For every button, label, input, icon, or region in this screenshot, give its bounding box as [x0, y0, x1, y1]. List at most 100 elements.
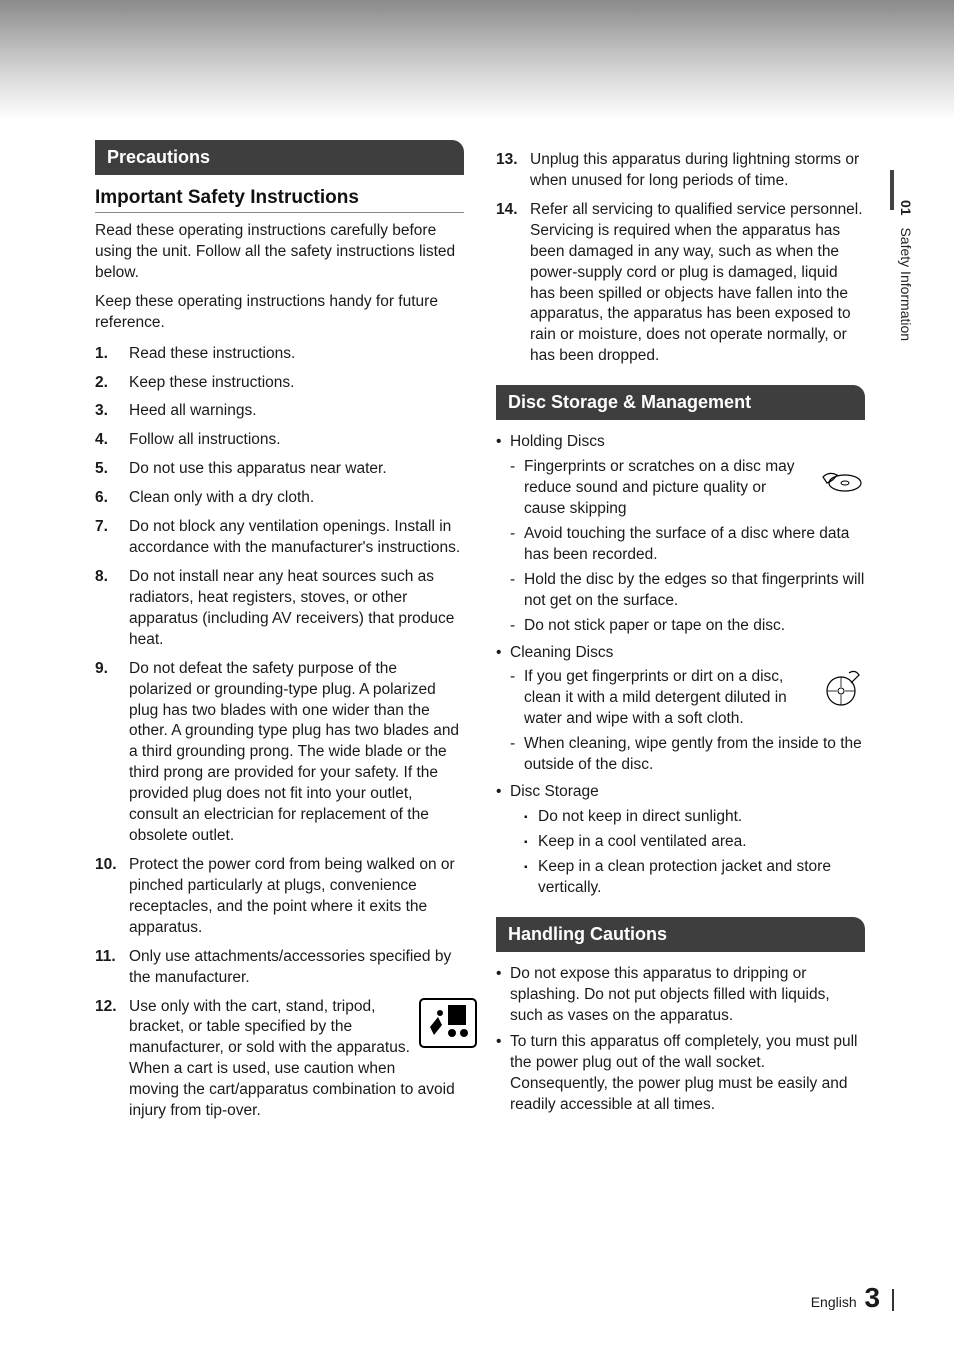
dash-item: Hold the disc by the edges so that finge…: [510, 570, 865, 612]
content-columns: Precautions Important Safety Instruction…: [95, 140, 865, 1130]
list-item: 14.Refer all servicing to qualified serv…: [496, 200, 865, 367]
disc-hold-icon: [819, 457, 865, 497]
list-item: 4.Follow all instructions.: [95, 430, 464, 451]
bullet-text: To turn this apparatus off completely, y…: [510, 1033, 858, 1113]
dash-item: Fingerprints or scratches on a disc may …: [510, 457, 865, 520]
item-number: 5.: [95, 459, 129, 480]
square-item: Keep in a cool ventilated area.: [524, 832, 865, 853]
disc-clean-icon: [819, 667, 865, 707]
dash-text: Fingerprints or scratches on a disc may …: [524, 457, 811, 520]
bullet-item: Do not expose this apparatus to dripping…: [496, 964, 865, 1027]
holding-label: Holding Discs: [510, 433, 605, 450]
side-marker: [890, 170, 894, 210]
right-column: 13.Unplug this apparatus during lightnin…: [496, 140, 865, 1130]
disc-storage-item: Disc Storage Do not keep in direct sunli…: [496, 782, 865, 899]
left-column: Precautions Important Safety Instruction…: [95, 140, 464, 1130]
dash-text: If you get fingerprints or dirt on a dis…: [524, 667, 811, 730]
dash-text: Avoid touching the surface of a disc whe…: [524, 525, 849, 563]
list-item: 9.Do not defeat the safety purpose of th…: [95, 659, 464, 847]
cart-warning-icon: [418, 997, 464, 1037]
item-text: Use only with the cart, stand, tripod, b…: [129, 997, 464, 1123]
item-number: 13.: [496, 150, 530, 192]
item-text: Only use attachments/accessories specifi…: [129, 947, 464, 989]
safety-list-cont: 13.Unplug this apparatus during lightnin…: [496, 150, 865, 367]
dash-item: If you get fingerprints or dirt on a dis…: [510, 667, 865, 730]
list-item: 2.Keep these instructions.: [95, 373, 464, 394]
item-number: 4.: [95, 430, 129, 451]
footer-lang: English: [811, 1294, 857, 1310]
item-number: 12.: [95, 997, 129, 1123]
list-item: 13.Unplug this apparatus during lightnin…: [496, 150, 865, 192]
item-text: Keep these instructions.: [129, 373, 464, 394]
disc-header: Disc Storage & Management: [496, 385, 865, 420]
item-number: 11.: [95, 947, 129, 989]
item12-text-b: moving the cart/apparatus combination to…: [129, 1081, 455, 1119]
dash-item: When cleaning, wipe gently from the insi…: [510, 734, 865, 776]
bullet-text: Do not expose this apparatus to dripping…: [510, 965, 830, 1024]
storage-square-list: Do not keep in direct sunlight. Keep in …: [524, 807, 865, 899]
list-item: 1.Read these instructions.: [95, 344, 464, 365]
item-text: Do not use this apparatus near water.: [129, 459, 464, 480]
item-number: 14.: [496, 200, 530, 367]
cleaning-dash-list: If you get fingerprints or dirt on a dis…: [510, 667, 865, 776]
precautions-header: Precautions: [95, 140, 464, 175]
side-tab-label: Safety Information: [898, 227, 914, 341]
list-item: 7.Do not block any ventilation openings.…: [95, 517, 464, 559]
disc-bullets: Holding Discs Fingerprints or scratches …: [496, 432, 865, 898]
item-number: 9.: [95, 659, 129, 847]
square-text: Do not keep in direct sunlight.: [538, 808, 742, 825]
item-number: 3.: [95, 401, 129, 422]
item-number: 1.: [95, 344, 129, 365]
handling-header: Handling Cautions: [496, 917, 865, 952]
dash-text: When cleaning, wipe gently from the insi…: [524, 735, 862, 773]
footer-page-number: 3: [865, 1282, 881, 1313]
side-tab-number: 01: [898, 200, 914, 216]
item-text: Unplug this apparatus during lightning s…: [530, 150, 865, 192]
dash-item: Avoid touching the surface of a disc whe…: [510, 524, 865, 566]
intro-paragraph-1: Read these operating instructions carefu…: [95, 221, 464, 284]
intro-paragraph-2: Keep these operating instructions handy …: [95, 292, 464, 334]
top-gradient: [0, 0, 954, 120]
page-footer: English 3: [811, 1282, 894, 1314]
safety-list: 1.Read these instructions. 2.Keep these …: [95, 344, 464, 1122]
dash-text: Do not stick paper or tape on the disc.: [524, 617, 785, 634]
page: 01 Safety Information Precautions Import…: [0, 0, 954, 1354]
item-number: 7.: [95, 517, 129, 559]
dash-item: Do not stick paper or tape on the disc.: [510, 616, 865, 637]
storage-label: Disc Storage: [510, 783, 599, 800]
safety-subhead: Important Safety Instructions: [95, 187, 464, 213]
item-text: Clean only with a dry cloth.: [129, 488, 464, 509]
list-item: 6.Clean only with a dry cloth.: [95, 488, 464, 509]
dash-text: Hold the disc by the edges so that finge…: [524, 571, 864, 609]
item-text: Do not install near any heat sources suc…: [129, 567, 464, 651]
cleaning-label: Cleaning Discs: [510, 644, 613, 661]
item-number: 6.: [95, 488, 129, 509]
list-item: 5.Do not use this apparatus near water.: [95, 459, 464, 480]
item-text: Refer all servicing to qualified service…: [530, 200, 865, 367]
square-text: Keep in a cool ventilated area.: [538, 833, 747, 850]
footer-bar-icon: [892, 1289, 894, 1311]
side-tab: 01 Safety Information: [898, 200, 914, 341]
holding-dash-list: Fingerprints or scratches on a disc may …: [510, 457, 865, 636]
list-item: 11.Only use attachments/accessories spec…: [95, 947, 464, 989]
bullet-item: To turn this apparatus off completely, y…: [496, 1032, 865, 1116]
list-item: 8.Do not install near any heat sources s…: [95, 567, 464, 651]
item-number: 2.: [95, 373, 129, 394]
item12-text-a: Use only with the cart, stand, tripod, b…: [129, 997, 410, 1081]
item-text: Follow all instructions.: [129, 430, 464, 451]
square-item: Do not keep in direct sunlight.: [524, 807, 865, 828]
list-item: 10.Protect the power cord from being wal…: [95, 855, 464, 939]
item-number: 10.: [95, 855, 129, 939]
item-number: 8.: [95, 567, 129, 651]
cleaning-discs-item: Cleaning Discs If you get fingerprints o…: [496, 643, 865, 777]
item-text: Read these instructions.: [129, 344, 464, 365]
item-text: Do not defeat the safety purpose of the …: [129, 659, 464, 847]
item-text: Do not block any ventilation openings. I…: [129, 517, 464, 559]
list-item: 3.Heed all warnings.: [95, 401, 464, 422]
square-text: Keep in a clean protection jacket and st…: [538, 858, 831, 896]
square-item: Keep in a clean protection jacket and st…: [524, 857, 865, 899]
holding-discs-item: Holding Discs Fingerprints or scratches …: [496, 432, 865, 636]
item-text: Heed all warnings.: [129, 401, 464, 422]
handling-bullets: Do not expose this apparatus to dripping…: [496, 964, 865, 1116]
list-item-12: 12. Use only with the cart, stand, tripo…: [95, 997, 464, 1123]
